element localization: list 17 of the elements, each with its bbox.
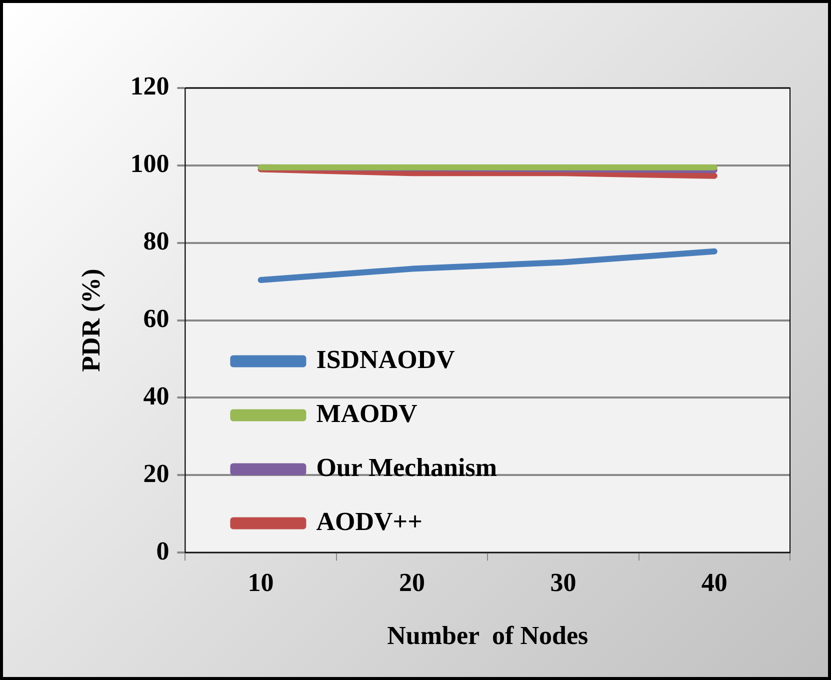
y-axis-title: PDR (%) xyxy=(76,268,106,372)
x-tick-label: 30 xyxy=(550,568,576,597)
legend-label: ISDNAODV xyxy=(316,345,456,374)
legend-label: AODV++ xyxy=(316,507,422,536)
legend-label: MAODV xyxy=(316,399,418,428)
x-axis-title: Number of Nodes xyxy=(387,621,588,650)
x-tick-label: 10 xyxy=(248,568,274,597)
x-tick-label: 20 xyxy=(399,568,425,597)
x-tick-label: 40 xyxy=(701,568,728,597)
y-tick-label: 60 xyxy=(143,304,170,334)
y-tick-label: 20 xyxy=(143,458,170,488)
y-tick-label: 80 xyxy=(143,226,170,256)
y-tick-label: 40 xyxy=(143,381,170,410)
legend-label: Our Mechanism xyxy=(316,453,498,482)
y-tick-label: 100 xyxy=(130,149,170,178)
y-tick-label: 120 xyxy=(130,72,170,101)
y-tick-label: 0 xyxy=(156,536,170,566)
